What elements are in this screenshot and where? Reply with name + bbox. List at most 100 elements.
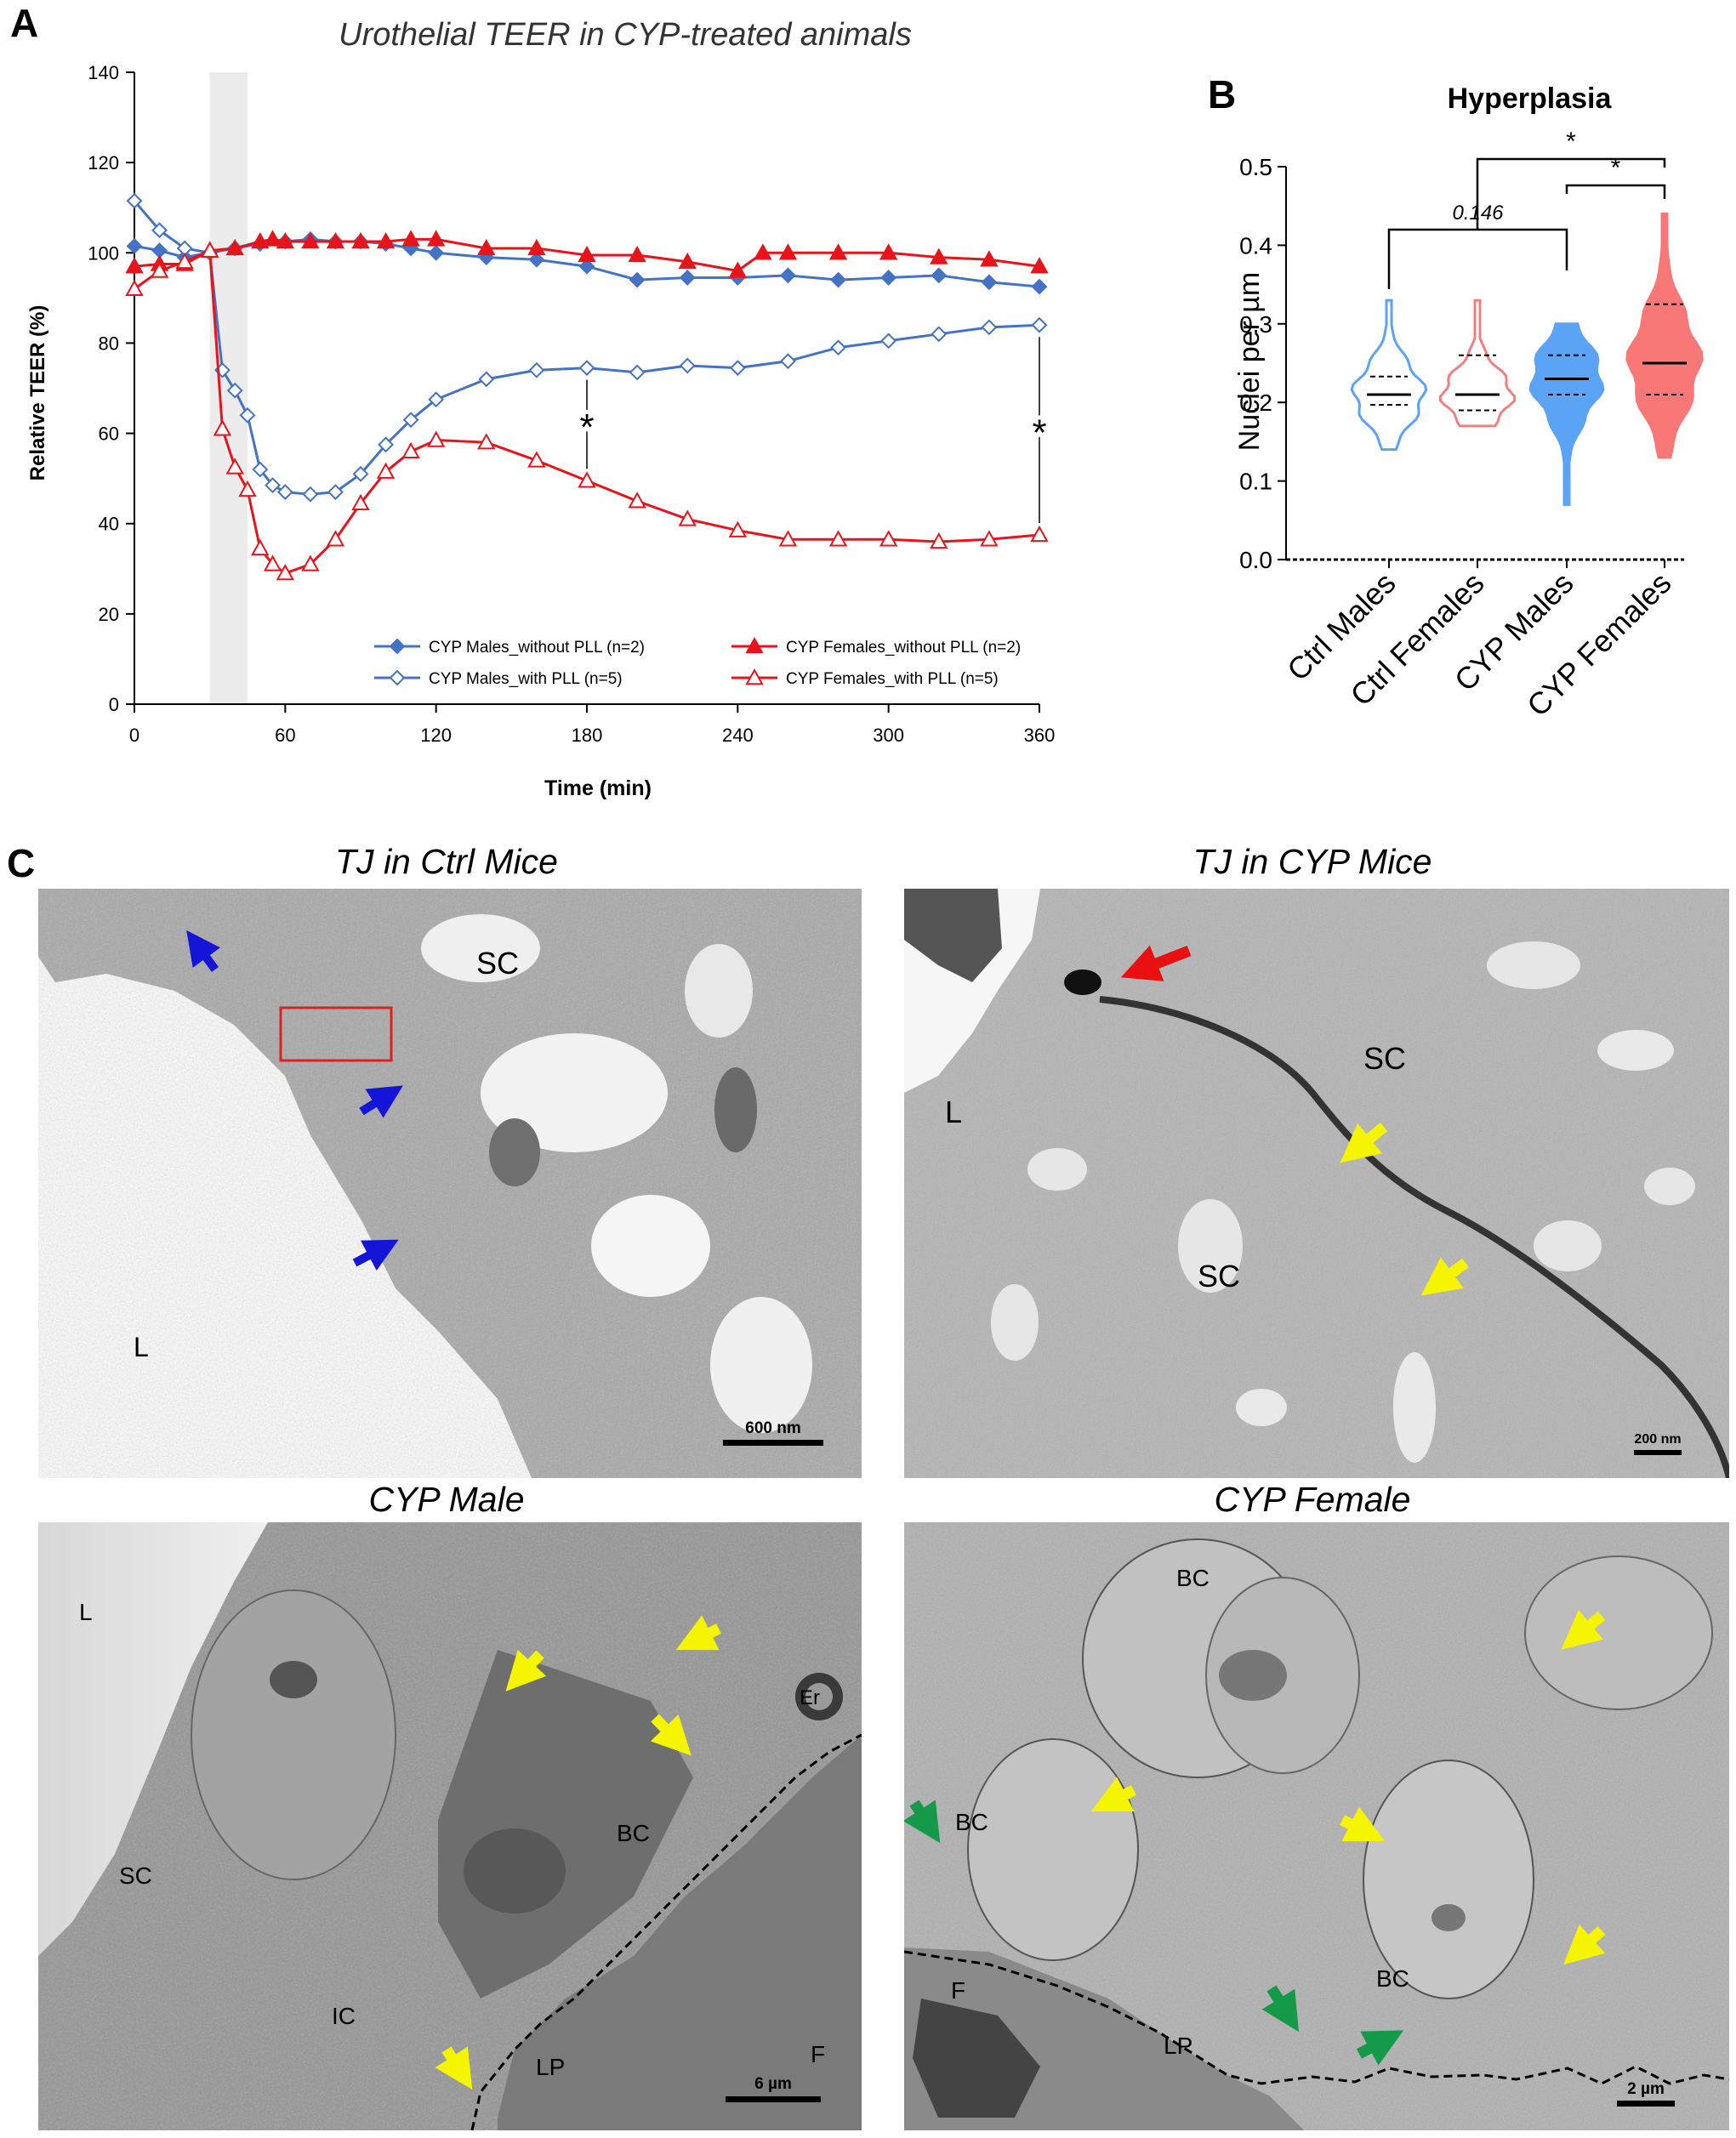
data-point	[830, 271, 846, 288]
data-point	[729, 360, 746, 377]
data-point	[352, 465, 369, 482]
y-tick-label: 60	[99, 424, 119, 445]
data-point	[629, 364, 646, 381]
data-point	[980, 530, 999, 547]
data-point	[678, 509, 697, 526]
data-point	[426, 230, 446, 247]
yellow-arrow-icon	[675, 1615, 721, 1651]
data-point	[578, 360, 595, 377]
em-label-ic: IC	[332, 2003, 356, 2029]
data-point	[778, 530, 798, 547]
data-point	[728, 261, 748, 278]
data-point	[376, 231, 396, 249]
data-point	[1030, 525, 1049, 543]
data-point	[780, 267, 796, 284]
chart-a-xlabel: Time (min)	[544, 776, 652, 800]
data-point	[578, 245, 596, 263]
chart-b-title: Hyperplasia	[1448, 82, 1613, 115]
yellow-arrow-icon	[505, 1649, 547, 1692]
chart-b-ylabel: Nuclei per µm	[1233, 272, 1266, 451]
x-tick-label: 60	[275, 725, 295, 746]
data-point	[728, 520, 748, 537]
data-point	[213, 419, 232, 436]
data-point	[126, 192, 143, 209]
y-tick-label: 140	[88, 62, 119, 83]
x-tick-label: 240	[722, 725, 754, 746]
em-micrograph-cyp-male: L SC IC BC LP Er F 6 µm	[38, 1522, 862, 2130]
yellow-arrow-icon	[1090, 1777, 1136, 1812]
data-point	[780, 353, 796, 370]
em-image-cyp-female: BC BC BC F LP 2 µm	[904, 1522, 1729, 2130]
data-point	[745, 636, 764, 654]
em-label-l: L	[79, 1599, 93, 1625]
data-point	[351, 231, 370, 249]
data-point	[778, 243, 798, 260]
comparison-label: *	[1566, 128, 1576, 156]
data-point	[151, 222, 168, 239]
data-point	[126, 237, 143, 254]
data-point	[428, 244, 445, 261]
y-tick-label: 80	[99, 333, 119, 354]
chart-a-legend: CYP Males_without PLL (n=2) CYP Females_w…	[374, 636, 1021, 688]
data-point	[428, 391, 445, 408]
data-point	[175, 252, 194, 270]
data-point	[828, 530, 848, 547]
series-line	[133, 200, 1040, 496]
data-point	[265, 477, 281, 494]
data-point	[326, 231, 345, 249]
data-point	[1030, 257, 1049, 274]
em-label-bc: BC	[1176, 1565, 1210, 1591]
data-point	[628, 492, 646, 509]
data-point	[378, 436, 394, 453]
x-tick-label: 300	[873, 725, 904, 746]
data-point	[931, 267, 948, 284]
violin-shape	[1528, 322, 1605, 506]
data-point	[276, 484, 293, 500]
yellow-arrow-icon	[1420, 1257, 1469, 1296]
data-point	[351, 493, 370, 511]
data-point	[1031, 316, 1048, 333]
data-point	[931, 326, 948, 343]
em-title-cyp-tj: TJ in CYP Mice	[1192, 842, 1432, 881]
yellow-arrow-icon	[1563, 1924, 1606, 1965]
x-tick-label: 180	[572, 725, 603, 746]
comparison-label: *	[1611, 154, 1621, 182]
violin-shape	[1438, 299, 1517, 428]
data-point	[679, 357, 696, 374]
data-point	[980, 250, 999, 267]
teer-line-chart: Urothelial TEER in CYP-treated animals T…	[26, 17, 1055, 800]
data-point	[252, 461, 269, 478]
em-label-lp: LP	[536, 2054, 565, 2080]
yellow-arrow-icon	[435, 2046, 473, 2090]
x-tick-label: 120	[420, 725, 452, 746]
data-point	[880, 333, 897, 350]
data-point	[276, 564, 295, 581]
data-point	[401, 230, 420, 247]
data-point	[150, 261, 169, 278]
panel-c-letter: C	[7, 841, 36, 885]
violin-shape	[1350, 299, 1428, 452]
em-title-cyp-female: CYP Female	[1214, 1480, 1411, 1519]
data-point	[528, 361, 545, 378]
scale-bar-label: 200 nm	[1634, 1432, 1681, 1447]
data-point	[628, 245, 646, 263]
scale-bar-label: 2 µm	[1627, 2080, 1665, 2098]
data-point	[528, 251, 545, 268]
data-point	[477, 433, 496, 450]
em-label-bc: BC	[1376, 1965, 1409, 1992]
data-point	[302, 486, 319, 503]
data-point	[389, 638, 406, 655]
y-tick-label: 0.1	[1239, 469, 1272, 495]
legend-label: CYP Females_with PLL (n=5)	[786, 670, 999, 688]
inset-box	[279, 1006, 393, 1062]
em-label-sc: SC	[1198, 1259, 1240, 1294]
data-point	[578, 471, 596, 488]
data-point	[125, 279, 144, 296]
data-point	[527, 451, 546, 468]
y-tick-label: 120	[88, 152, 119, 173]
em-label-er: Er	[800, 1686, 820, 1709]
em-label-lp: LP	[1164, 2033, 1192, 2059]
red-arrow-icon	[1120, 945, 1192, 981]
data-point	[238, 480, 257, 498]
data-point	[981, 319, 998, 336]
